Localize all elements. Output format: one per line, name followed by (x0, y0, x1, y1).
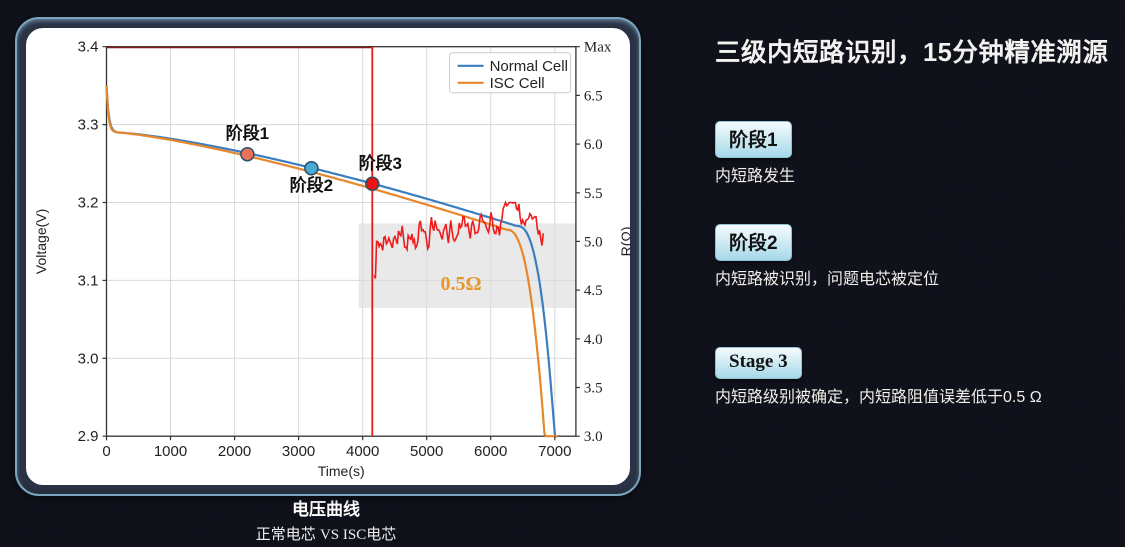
svg-text:5000: 5000 (410, 443, 443, 460)
svg-text:阶段1: 阶段1 (226, 123, 269, 143)
svg-text:1000: 1000 (154, 443, 187, 460)
svg-text:3.1: 3.1 (78, 272, 99, 289)
svg-text:3.0: 3.0 (584, 429, 603, 445)
svg-text:6.5: 6.5 (584, 88, 603, 104)
svg-text:2000: 2000 (218, 443, 251, 460)
svg-text:4.0: 4.0 (584, 332, 603, 348)
svg-text:6.0: 6.0 (584, 137, 603, 153)
svg-text:3.4: 3.4 (78, 39, 99, 56)
svg-text:3.2: 3.2 (78, 195, 99, 212)
svg-text:3.0: 3.0 (78, 350, 99, 367)
svg-text:Voltage(V): Voltage(V) (33, 209, 49, 274)
svg-text:ISC Cell: ISC Cell (490, 75, 545, 92)
svg-text:3.5: 3.5 (584, 381, 603, 397)
svg-text:0.5Ω: 0.5Ω (440, 273, 481, 295)
svg-text:4000: 4000 (346, 443, 379, 460)
svg-text:阶段3: 阶段3 (359, 153, 402, 173)
svg-text:3000: 3000 (282, 443, 315, 460)
svg-text:R(Ω): R(Ω) (618, 226, 630, 256)
svg-text:4.5: 4.5 (584, 283, 603, 299)
svg-text:5.5: 5.5 (584, 186, 603, 202)
svg-text:阶段2: 阶段2 (290, 175, 333, 195)
svg-text:2.9: 2.9 (78, 428, 99, 445)
svg-text:Normal Cell: Normal Cell (490, 58, 568, 75)
svg-text:7000: 7000 (538, 443, 571, 460)
svg-text:6000: 6000 (474, 443, 507, 460)
svg-text:3.3: 3.3 (78, 117, 99, 134)
svg-text:Max: Max (584, 40, 612, 56)
svg-text:0: 0 (102, 443, 110, 460)
svg-text:5.0: 5.0 (584, 234, 603, 250)
svg-text:Time(s): Time(s) (318, 463, 365, 479)
